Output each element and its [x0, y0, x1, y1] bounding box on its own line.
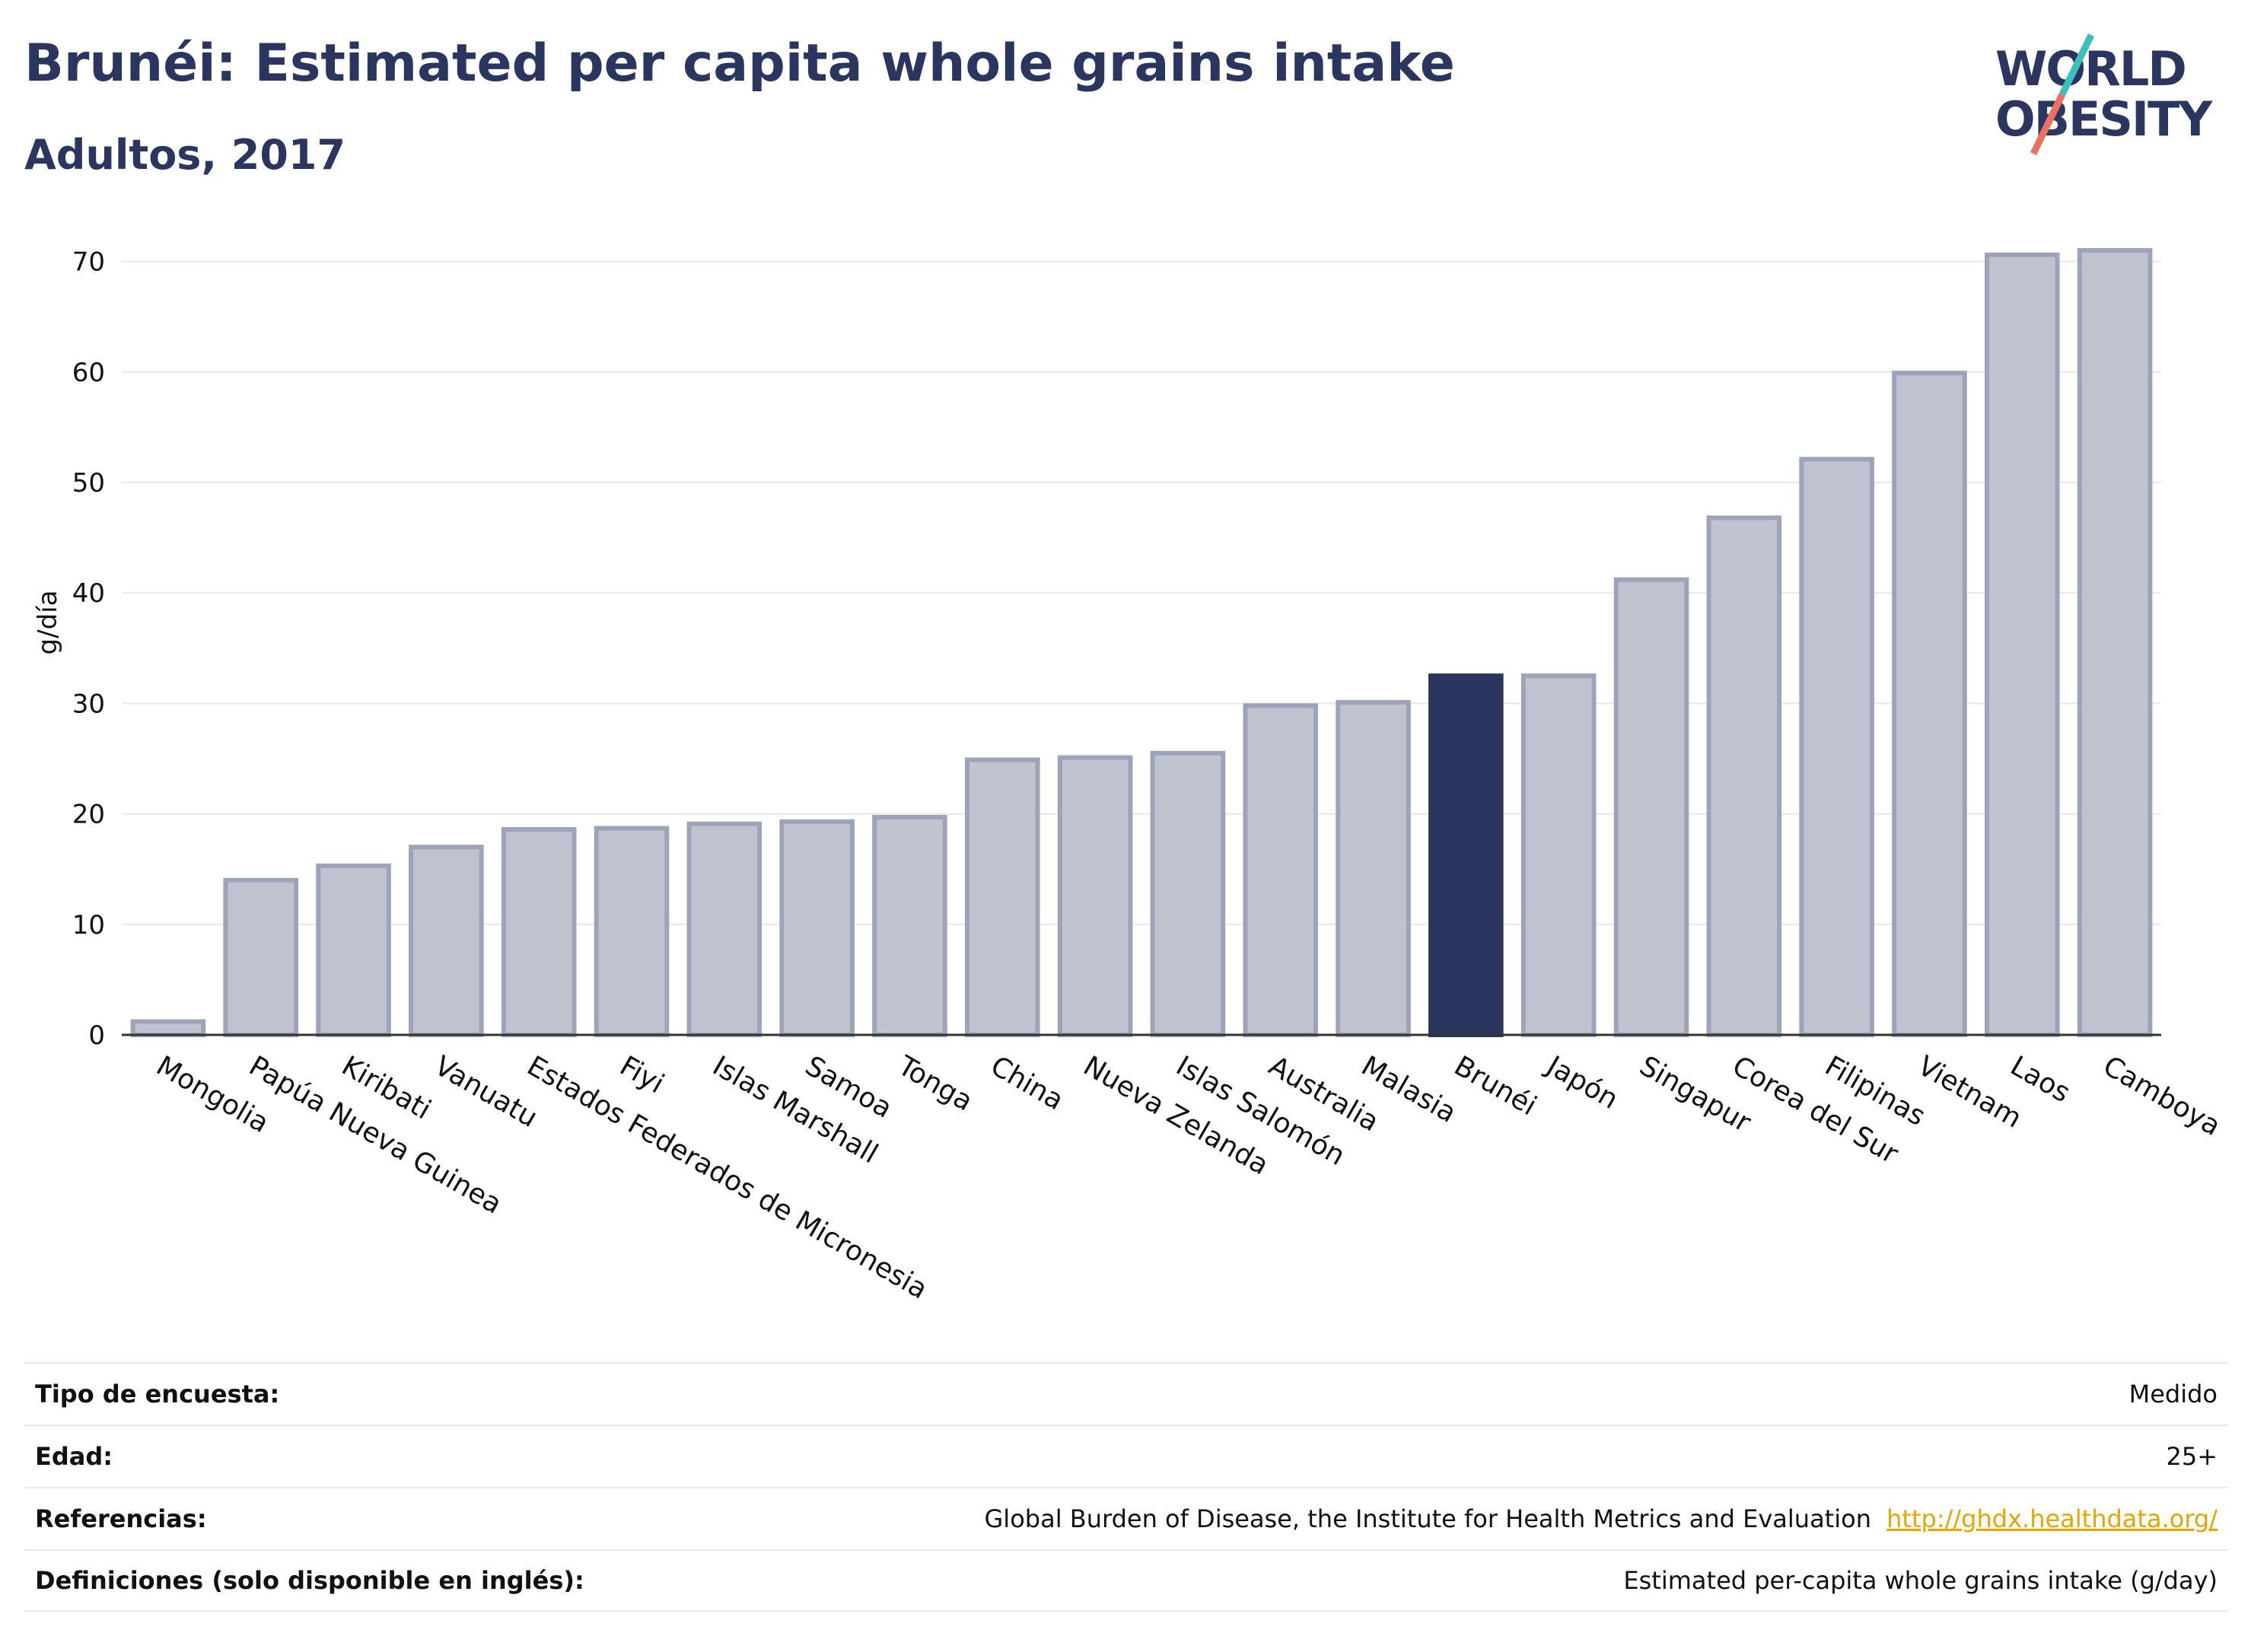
- bar-fiyi: [594, 826, 670, 1037]
- info-label: Referencias:: [35, 1504, 207, 1533]
- bar-tonga: [872, 814, 947, 1037]
- y-tick-label: 70: [72, 247, 105, 278]
- info-row-age: Edad: 25+: [24, 1424, 2228, 1487]
- info-label: Tipo de encuesta:: [35, 1380, 280, 1408]
- info-label: Edad:: [35, 1442, 113, 1471]
- reference-text: Global Burden of Disease, the Institute …: [984, 1504, 1871, 1533]
- info-value: Medido: [2128, 1380, 2218, 1408]
- bar-singapur: [1613, 577, 1689, 1037]
- bar-islas-marshall: [686, 821, 763, 1038]
- reference-link[interactable]: http://ghdx.healthdata.org/: [1886, 1504, 2218, 1533]
- info-row-survey-type: Tipo de encuesta: Medido: [24, 1362, 2228, 1424]
- info-table: Tipo de encuesta: Medido Edad: 25+ Refer…: [24, 1362, 2228, 1612]
- y-tick-label: 20: [72, 800, 105, 830]
- info-value: 25+: [2166, 1442, 2218, 1471]
- bar-vietnam: [1892, 371, 1967, 1037]
- bar-islas-salomón: [1150, 750, 1226, 1037]
- bar-malasia: [1336, 699, 1411, 1037]
- x-tick-label: Brunéi: [1449, 1050, 1542, 1122]
- logo-line2: OBESITY: [1995, 91, 2213, 147]
- info-label: Definiciones (solo disponible en inglés)…: [35, 1566, 584, 1595]
- chart-subtitle: Adultos, 2017: [24, 131, 346, 179]
- bar-samoa: [779, 819, 855, 1037]
- bar-australia: [1243, 703, 1319, 1037]
- bar-japón: [1520, 673, 1597, 1038]
- info-value: Estimated per-capita whole grains intake…: [1623, 1566, 2218, 1595]
- bar-laos: [1984, 252, 2060, 1037]
- world-obesity-logo: WORLD OBESITY: [1995, 33, 2214, 155]
- y-tick-label: 30: [72, 689, 105, 719]
- y-axis-label: g/día: [33, 590, 63, 655]
- x-tick-label: Fiyi: [615, 1050, 670, 1100]
- bar-china: [964, 757, 1040, 1037]
- bar-papúa-nueva-guinea: [223, 877, 299, 1037]
- bar-brunéi: [1428, 673, 1504, 1038]
- x-tick-label: Camboya: [2098, 1050, 2226, 1142]
- bar-filipinas: [1799, 457, 1874, 1037]
- x-tick-label: Japón: [1540, 1049, 1623, 1116]
- y-tick-label: 0: [88, 1020, 105, 1051]
- info-row-definitions: Definiciones (solo disponible en inglés)…: [24, 1549, 2228, 1612]
- y-tick-label: 60: [72, 358, 105, 388]
- bar-mongolia: [130, 1019, 206, 1037]
- y-axis-ticks: 0 10 20 30 40 50 60 70: [72, 247, 105, 1051]
- bar-nueva-zelanda: [1057, 755, 1133, 1037]
- logo-slash-coral: [2030, 93, 2066, 155]
- y-tick-label: 40: [72, 578, 105, 609]
- info-row-references: Referencias: Global Burden of Disease, t…: [24, 1487, 2228, 1549]
- info-value-references: Global Burden of Disease, the Institute …: [985, 1504, 2218, 1533]
- y-tick-label: 50: [72, 468, 105, 498]
- bar-camboya: [2077, 248, 2153, 1037]
- bar-kiribati: [316, 863, 391, 1037]
- bars: [122, 248, 2161, 1038]
- logo-slash-teal: [2058, 33, 2095, 96]
- bar-estados-federados-de-micronesia: [501, 826, 577, 1038]
- x-tick-label: Vietnam: [1912, 1050, 2027, 1135]
- x-tick-label: Tonga: [892, 1050, 978, 1118]
- y-tick-label: 10: [72, 910, 105, 941]
- logo-line1: WORLD: [1995, 41, 2186, 97]
- bar-corea-del-sur: [1706, 515, 1782, 1037]
- x-tick-label: China: [985, 1050, 1069, 1116]
- bar-vanuatu: [409, 845, 484, 1037]
- x-tick-label: Vanuatu: [429, 1050, 543, 1134]
- chart-title: Brunéi: Estimated per capita whole grain…: [24, 33, 1455, 94]
